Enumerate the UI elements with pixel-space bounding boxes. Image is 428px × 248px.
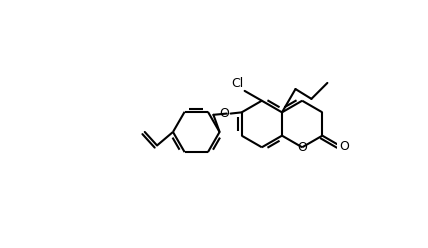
Text: O: O	[340, 140, 350, 153]
Text: O: O	[219, 107, 229, 120]
Text: Cl: Cl	[231, 77, 244, 90]
Text: O: O	[297, 141, 307, 154]
